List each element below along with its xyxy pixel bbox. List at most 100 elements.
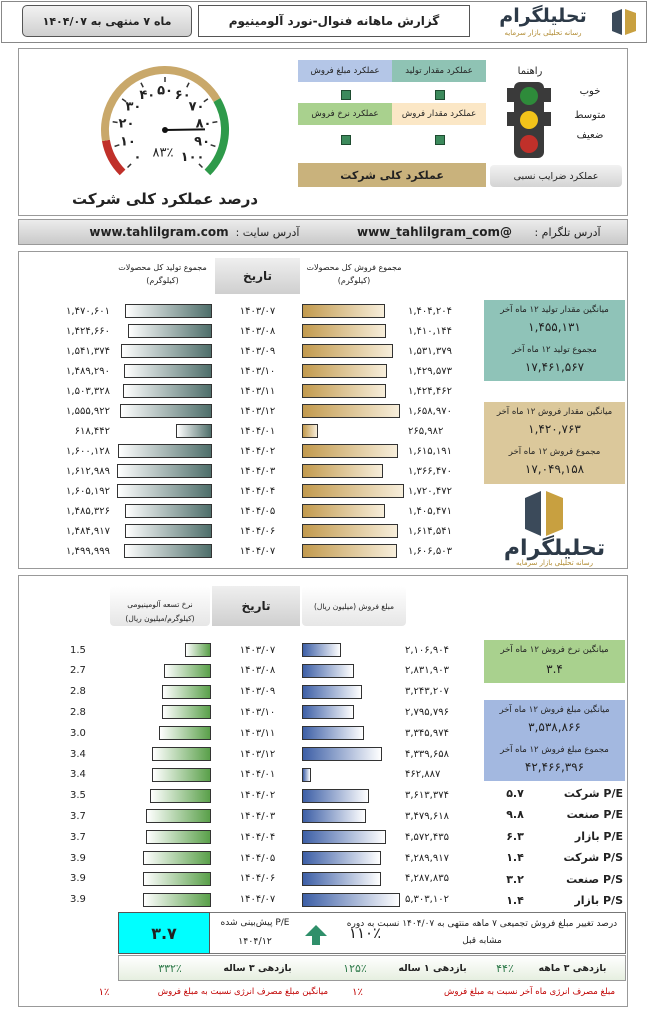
- bar: [146, 830, 211, 845]
- date-header-bg: [215, 258, 300, 294]
- ratio-label: P/S صنعت: [566, 872, 623, 886]
- value-label: ۳,۶۱۳,۳۷۴: [405, 790, 449, 802]
- date-cell: ۱۴۰۴/۰۳: [239, 810, 276, 822]
- bar: [302, 663, 355, 678]
- gauge-tick: [203, 98, 209, 103]
- date-cell: ۱۴۰۴/۰۱: [239, 769, 276, 781]
- col-header: مبلغ فروش (میلیون ریال): [313, 601, 395, 611]
- return-label: بازدهی ۳ ساله: [223, 962, 292, 974]
- bar: [175, 424, 212, 438]
- value-label: ۳,۲۴۳,۲۰۷: [405, 686, 449, 698]
- bar: [302, 705, 354, 720]
- date-cell: ۱۴۰۴/۰۲: [239, 790, 276, 802]
- bar: [123, 384, 212, 398]
- value-label: ۱,۴۹۹,۹۹۹: [66, 545, 110, 557]
- value-label: ۳,۳۴۵,۹۷۴: [405, 727, 449, 739]
- header-frame: [1, 1, 647, 43]
- up-arrow: [305, 925, 327, 945]
- bar: [117, 444, 212, 458]
- date-cell: ۱۴۰۴/۰۷: [239, 894, 276, 906]
- perf-label: عملکرد ضرایب نسبی: [513, 170, 599, 182]
- bar: [151, 767, 211, 782]
- bar: [143, 892, 211, 907]
- date-cell: ۱۴۰۳/۰۸: [239, 325, 276, 337]
- bar: [302, 871, 382, 886]
- stat-label: مجموع تولید ۱۲ ماه آخر: [512, 345, 597, 355]
- col-header: مجموع فروش کل محصولات: [306, 262, 402, 272]
- date-cell: ۱۴۰۳/۱۰: [239, 706, 276, 718]
- legend-good: خوب: [579, 85, 601, 97]
- return-value: ۴۴٪: [496, 961, 514, 975]
- stat-value: ۴۲,۴۶۶,۳۹۶: [524, 760, 585, 774]
- value-label: ۱,۷۲۰,۴۷۲: [408, 485, 452, 497]
- date-cell: ۱۴۰۴/۰۴: [239, 485, 276, 497]
- value-label: ۱,۴۰۵,۴۷۱: [408, 505, 452, 517]
- value-label: ۱,۴۸۹,۲۹۰: [66, 365, 110, 377]
- stat-value: ۱۷,۰۴۹,۱۵۸: [524, 462, 585, 476]
- site: www.tahlilgram.com: [89, 225, 229, 239]
- value-label: ۲,۱۰۶,۹۰۴: [405, 644, 449, 656]
- value-label: ۱,۵۳۱,۳۷۹: [408, 345, 452, 357]
- pe-forecast-date: ۱۴۰۴/۱۲: [238, 935, 272, 947]
- date-cell: ۱۴۰۳/۰۸: [239, 665, 276, 677]
- value-label: ۴,۵۷۲,۴۳۵: [405, 831, 449, 843]
- gauge-tick-label: ۱۰۰: [181, 150, 205, 165]
- ratio-label: P/E صنعت: [566, 808, 623, 821]
- value-label: ۱,۵۴۱,۳۷۴: [66, 345, 110, 357]
- bar: [184, 643, 211, 657]
- returns-row: [118, 955, 626, 981]
- gauge-needle: [164, 128, 206, 131]
- energy-label: مبلغ مصرف انرژی ماه آخر نسبت به مبلغ فرو…: [443, 987, 615, 997]
- bar: [302, 830, 387, 845]
- stat-value: ۱۷,۴۶۱,۵۶۷: [524, 360, 585, 374]
- col-header-unit: (کیلوگرم): [146, 275, 179, 285]
- bar: [117, 464, 212, 478]
- bar: [302, 684, 362, 699]
- col-header: تاریخ: [241, 599, 271, 613]
- value-label: ۴,۳۳۹,۶۵۸: [405, 748, 449, 760]
- bar: [158, 726, 211, 741]
- stat-value: ۳,۵۳۸,۸۶۶: [528, 720, 581, 734]
- value-label: ۱,۴۸۴,۹۱۷: [66, 525, 110, 537]
- status-indicator: [435, 135, 445, 145]
- energy-label: میانگین مبلغ مصرف انرژی نسبت به مبلغ فرو…: [157, 987, 328, 997]
- gauge-hub: [162, 127, 168, 133]
- brand-subtitle: رسانه تحلیلی بازار سرمایه: [504, 29, 582, 37]
- value-label: ۴,۲۸۹,۹۱۷: [405, 852, 449, 864]
- bar: [124, 504, 212, 518]
- date-cell: ۱۴۰۳/۰۷: [239, 305, 276, 317]
- bar: [302, 384, 387, 398]
- stat-box: [484, 402, 625, 484]
- value-label: 3.9: [70, 852, 86, 864]
- title-box: [198, 5, 470, 37]
- gauge-tick-label: ۰: [133, 150, 141, 165]
- header-bg: [302, 586, 406, 626]
- value-label: ۳,۴۷۹,۶۱۸: [405, 810, 449, 822]
- value-label: ۱,۶۱۴,۵۴۱: [408, 525, 452, 537]
- header-bg: [110, 586, 210, 626]
- ratio-label: P/S بازار: [574, 894, 623, 907]
- bar: [302, 324, 386, 338]
- bar: [302, 484, 404, 498]
- value-label: ۱,۴۲۴,۶۶۰: [66, 325, 110, 337]
- date-cell: ۱۴۰۴/۰۵: [239, 852, 276, 864]
- date-cell: ۱۴۰۳/۱۱: [239, 727, 276, 739]
- bar: [143, 851, 211, 865]
- date-cell: ۱۴۰۴/۰۴: [239, 831, 276, 843]
- date-cell: ۱۴۰۴/۰۳: [239, 465, 276, 477]
- value-label: 2.7: [70, 665, 86, 677]
- gauge-arc: [101, 66, 221, 142]
- bar: [302, 304, 386, 318]
- value-label: ۱,۳۶۶,۴۷۰: [408, 465, 452, 477]
- bar: [302, 643, 341, 657]
- col-header: تاریخ: [242, 269, 273, 283]
- gauge-tick-label: ۱۰: [120, 135, 136, 150]
- gauge-tick-label: ۹۰: [194, 135, 210, 150]
- ratio-label: P/S شرکت: [563, 851, 623, 864]
- value-label: 3.9: [70, 873, 86, 885]
- legend-weak: ضعیف: [576, 129, 604, 141]
- date-cell: ۱۴۰۳/۰۹: [239, 345, 276, 357]
- cell-bg: [392, 60, 486, 82]
- perf-label: عملکرد مبلغ فروش: [310, 66, 380, 76]
